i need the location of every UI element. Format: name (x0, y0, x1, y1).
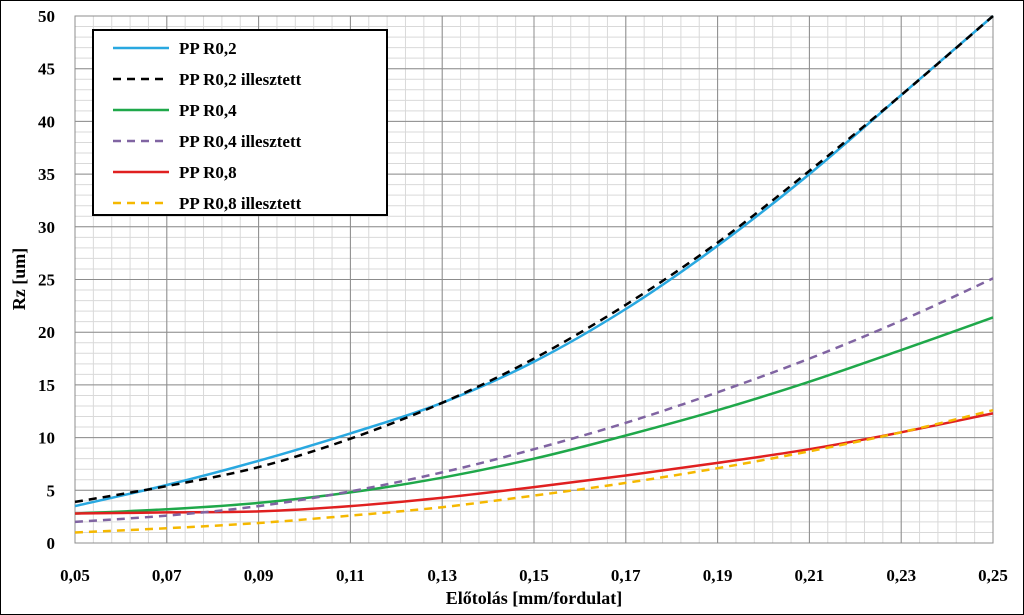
series-layer (74, 15, 994, 534)
x-tick-label: 0,23 (886, 566, 916, 585)
x-tick-label: 0,09 (244, 566, 274, 585)
x-tick-label: 0,21 (795, 566, 825, 585)
legend-label-pp-r0-8-illesztett: PP R0,8 illesztett (179, 194, 302, 213)
y-tick-label: 25 (38, 271, 55, 290)
x-tick-label: 0,15 (519, 566, 549, 585)
tick-labels: 0,05 0,07 0,09 0,11 0,13 0,15 0,17 0,19 0,21 0,23… (38, 7, 1008, 585)
y-tick-label: 45 (38, 60, 55, 79)
y-tick-label: 30 (38, 218, 55, 237)
x-tick-label: 0,13 (427, 566, 457, 585)
y-tick-label: 15 (38, 376, 55, 395)
y-tick-label: 40 (38, 112, 55, 131)
legend-label-pp-r0-2: PP R0,2 (179, 39, 237, 58)
y-tick-label: 50 (38, 7, 55, 26)
y-tick-label: 5 (47, 481, 56, 500)
y-tick-label: 10 (38, 429, 55, 448)
series-line-pp-r0-8 (74, 412, 994, 515)
x-tick-label: 0,05 (60, 566, 90, 585)
series-line-pp-r0-4-illesztett (74, 277, 994, 524)
legend-label-pp-r0-8: PP R0,8 (179, 163, 237, 182)
x-tick-label: 0,17 (611, 566, 641, 585)
y-tick-label: 0 (47, 534, 56, 553)
legend-label-pp-r0-4: PP R0,4 (179, 101, 237, 120)
x-axis-title: Előtolás [mm/fordulat] (446, 588, 622, 608)
legend: PP R0,2 PP R0,2 illesztett PP R0,4 PP R0,4 … (92, 29, 388, 216)
x-tick-label: 0,07 (152, 566, 182, 585)
series-line-pp-r0-2 (74, 15, 994, 508)
y-tick-label: 35 (38, 165, 55, 184)
y-axis-title: Rz [um] (9, 248, 29, 310)
x-tick-label: 0,11 (336, 566, 365, 585)
legend-label-pp-r0-2-illesztett: PP R0,2 illesztett (179, 70, 302, 89)
legend-box (92, 29, 388, 216)
series-line-pp-r0-2-illesztett (74, 15, 994, 504)
y-tick-label: 20 (38, 323, 55, 342)
legend-label-pp-r0-4-illesztett: PP R0,4 illesztett (179, 132, 302, 151)
x-tick-label: 0,19 (703, 566, 733, 585)
x-tick-label: 0,25 (978, 566, 1008, 585)
series-line-pp-r0-4 (74, 316, 994, 515)
series-line-pp-r0-8-illesztett (74, 408, 994, 534)
